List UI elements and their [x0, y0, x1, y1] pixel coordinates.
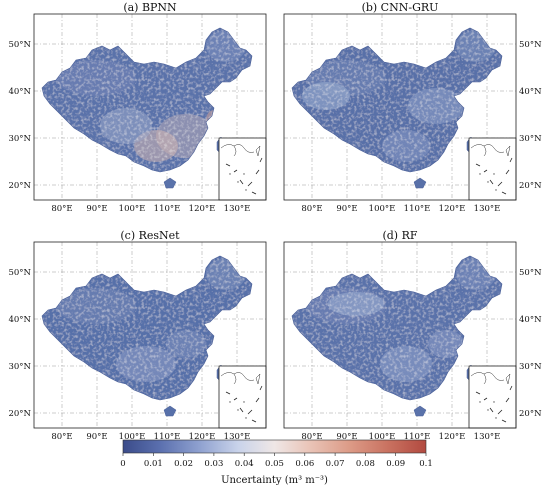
colorbar-tick-label: 0.06 — [295, 459, 314, 469]
lon-tick-label: 110°E — [154, 432, 181, 442]
lat-tick-label: 30°N — [8, 362, 31, 372]
south-china-sea-inset — [468, 137, 517, 201]
lon-tick-label: 110°E — [154, 204, 181, 214]
colorbar-tick-label: 0 — [120, 459, 125, 469]
lat-tick-label: 40°N — [8, 315, 31, 325]
lon-tick-label: 130°E — [474, 204, 501, 214]
panel-title: (a) BPNN — [123, 1, 177, 14]
map-frame — [33, 13, 267, 201]
colorbar-tick-label: 0.03 — [204, 459, 223, 469]
map-panel: (b) CNN-GRU 50°N 40°N 30°N 20°N 80°E 90°E 100°E… — [283, 1, 542, 214]
lat-tick-label: 30°N — [519, 134, 542, 144]
lon-tick-label: 100°E — [119, 204, 146, 214]
south-china-sea-inset — [468, 365, 517, 429]
lat-tick-label: 20°N — [8, 181, 31, 191]
colorbar-tick-label: 0.04 — [235, 459, 254, 469]
lon-tick-label: 100°E — [119, 432, 146, 442]
map-frame — [283, 241, 517, 429]
lat-tick-label: 50°N — [519, 268, 542, 278]
lon-tick-label: 90°E — [336, 204, 357, 214]
lon-tick-label: 80°E — [301, 204, 322, 214]
lon-tick-label: 90°E — [336, 432, 357, 442]
south-china-sea-inset — [218, 137, 267, 201]
lat-tick-label: 40°N — [519, 315, 542, 325]
colorbar-gradient — [122, 439, 427, 454]
lon-tick-label: 100°E — [369, 204, 396, 214]
lat-tick-label: 30°N — [519, 362, 542, 372]
panel-title: (d) RF — [382, 229, 417, 242]
lon-tick-label: 120°E — [439, 204, 466, 214]
lat-tick-label: 40°N — [519, 87, 542, 97]
lon-tick-label: 130°E — [224, 432, 251, 442]
map-panel: (d) RF 50°N 40°N 30°N 20°N 80°E 90°E 100°E 110°E… — [283, 229, 542, 442]
lon-tick-label: 120°E — [189, 204, 216, 214]
lat-tick-label: 50°N — [519, 40, 542, 50]
lon-tick-label: 130°E — [474, 432, 501, 442]
lon-tick-label: 80°E — [301, 432, 322, 442]
lon-tick-label: 90°E — [86, 432, 107, 442]
lon-tick-label: 120°E — [189, 432, 216, 442]
map-panel: (a) BPNN 50°N 40°N 30°N 20°N 80°E 90°E 100°E 110… — [8, 1, 267, 214]
lat-tick-label: 40°N — [8, 87, 31, 97]
lat-tick-label: 50°N — [8, 268, 31, 278]
lon-tick-label: 90°E — [86, 204, 107, 214]
lon-tick-label: 120°E — [439, 432, 466, 442]
colorbar: 0 0.01 0.02 0.03 0.04 0.05 0.06 0.07 0.08 0.09 0.1… — [120, 439, 433, 486]
map-frame — [33, 241, 267, 429]
lon-tick-label: 80°E — [51, 432, 72, 442]
colorbar-tick-label: 0.02 — [174, 459, 193, 469]
panel-title: (b) CNN-GRU — [362, 1, 439, 14]
colorbar-tick-label: 0.09 — [386, 459, 405, 469]
map-panel: (c) ResNet 50°N 40°N 30°N 20°N 80°E 90°E 100°E 1… — [8, 229, 267, 442]
colorbar-tick-label: 0.07 — [326, 459, 345, 469]
lat-tick-label: 20°N — [519, 181, 542, 191]
lat-tick-label: 20°N — [8, 409, 31, 419]
colorbar-tick-label: 0.01 — [144, 459, 163, 469]
lon-tick-label: 110°E — [404, 204, 431, 214]
colorbar-tick-label: 0.08 — [356, 459, 375, 469]
lat-tick-label: 20°N — [519, 409, 542, 419]
lon-tick-label: 100°E — [369, 432, 396, 442]
lon-tick-label: 110°E — [404, 432, 431, 442]
lat-tick-label: 30°N — [8, 134, 31, 144]
panel-title: (c) ResNet — [120, 229, 180, 242]
map-frame — [283, 13, 517, 201]
colorbar-tick-label: 0.1 — [419, 459, 433, 469]
colorbar-tick-label: 0.05 — [265, 459, 284, 469]
colorbar-title: Uncertainty (m³ m⁻³) — [221, 475, 328, 486]
lon-tick-label: 130°E — [224, 204, 251, 214]
lat-tick-label: 50°N — [8, 40, 31, 50]
lon-tick-label: 80°E — [51, 204, 72, 214]
south-china-sea-inset — [218, 365, 267, 429]
